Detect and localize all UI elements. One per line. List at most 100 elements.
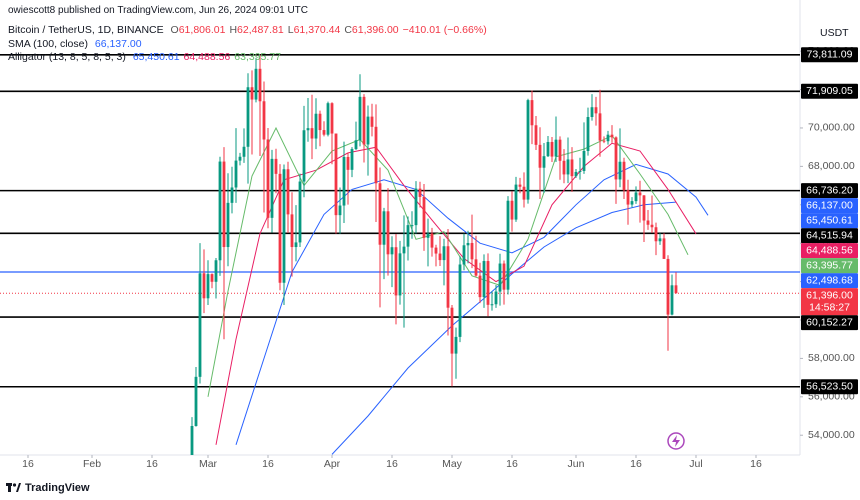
candle-body xyxy=(562,160,566,175)
candle-body xyxy=(242,146,246,157)
candle-body xyxy=(438,253,442,261)
candle-body xyxy=(198,273,202,377)
price-label: 64,515.94 xyxy=(806,229,853,241)
candle-body xyxy=(246,87,250,147)
candle-body xyxy=(218,161,222,261)
ohlc-key: O xyxy=(170,24,179,36)
indicator-name: Alligator (13, 8, 5, 8, 5, 3) xyxy=(8,51,126,63)
indicator-name: SMA (100, close) xyxy=(8,38,88,50)
candle-body xyxy=(658,238,662,242)
candle-body xyxy=(406,225,410,247)
candle-body xyxy=(606,134,610,142)
x-tick-label: May xyxy=(442,458,463,470)
candle-body xyxy=(314,113,318,139)
candle-body xyxy=(634,192,638,202)
ohlc-key: L xyxy=(287,24,294,36)
candle-body xyxy=(286,169,290,215)
price-label: 73,811.09 xyxy=(807,49,853,61)
x-tick-label: 16 xyxy=(750,458,762,470)
candle-body xyxy=(478,275,482,298)
candle-body xyxy=(530,100,534,126)
candle-body xyxy=(202,273,206,299)
candle-body xyxy=(238,156,242,161)
candle-body xyxy=(630,201,634,205)
candle-body xyxy=(470,242,474,260)
candle-body xyxy=(310,128,314,139)
candle-body xyxy=(274,158,278,174)
candle-body xyxy=(674,285,678,294)
y-tick-label: 58,000.00 xyxy=(808,352,855,364)
candle-body xyxy=(418,188,422,197)
indicator-value: 64,488.56 xyxy=(183,51,231,63)
candle-body xyxy=(254,68,258,100)
candle-body xyxy=(618,161,622,180)
candle-body xyxy=(578,170,582,172)
candle-body xyxy=(398,253,402,296)
brand: TradingView xyxy=(25,482,90,494)
candle-body xyxy=(414,188,418,226)
candle-body xyxy=(370,116,374,127)
candle-body xyxy=(626,190,630,205)
indicator-line xyxy=(235,163,709,445)
price-label: 71,909.05 xyxy=(806,85,853,97)
candle-body xyxy=(482,261,486,298)
price-label: 56,523.50 xyxy=(806,381,853,393)
candle-body xyxy=(346,156,350,170)
price-label-box xyxy=(801,198,858,214)
candle-body xyxy=(234,160,238,188)
candle-body xyxy=(386,211,390,255)
candle-body xyxy=(358,96,362,141)
price-label-box xyxy=(801,315,858,331)
candle-body xyxy=(442,246,446,261)
candle-body xyxy=(494,291,498,305)
candle-body xyxy=(402,246,406,254)
change: −410.01 (−0.66%) xyxy=(402,24,487,36)
candle-body xyxy=(378,183,382,245)
candle-body xyxy=(318,113,322,131)
price-label-box xyxy=(801,83,858,99)
candle-body xyxy=(670,285,674,315)
candle-body xyxy=(326,103,330,135)
candle-body xyxy=(338,205,342,216)
candle-body xyxy=(646,220,650,225)
brand-logo xyxy=(6,483,21,492)
candle-body xyxy=(574,171,578,177)
price-label: 63,395.77 xyxy=(806,259,853,271)
currency: USDT xyxy=(820,27,849,39)
x-tick-label: 16 xyxy=(146,458,158,470)
x-tick-label: 16 xyxy=(506,458,518,470)
candle-body xyxy=(210,274,214,282)
price-label-box xyxy=(801,288,858,316)
candle-body xyxy=(290,214,294,248)
candle-body xyxy=(342,156,346,206)
candle-body xyxy=(362,96,366,145)
y-tick-label: 54,000.00 xyxy=(808,429,855,441)
candle-body xyxy=(566,159,570,175)
candle-body xyxy=(638,192,642,196)
indicator-value: 65,450.61 xyxy=(132,51,180,63)
candle-body xyxy=(554,139,558,157)
candle-body xyxy=(306,128,310,131)
candle-body xyxy=(354,140,358,150)
ohlc-value: 61,806.01 xyxy=(178,24,226,36)
candle-body xyxy=(330,103,334,134)
price-label-box xyxy=(801,213,858,229)
candle-body xyxy=(222,161,226,248)
candle-body xyxy=(258,68,262,102)
candle-body xyxy=(622,161,626,191)
x-tick-label: Jun xyxy=(568,458,585,470)
candle-body xyxy=(610,134,614,138)
ohlc-key: C xyxy=(344,24,352,36)
publisher: owiescott8 published on TradingView.com,… xyxy=(8,5,308,16)
x-tick-label: 16 xyxy=(630,458,642,470)
price-label: 14:58:27 xyxy=(809,301,850,313)
candle-body xyxy=(538,144,542,168)
x-tick-label: 16 xyxy=(22,458,34,470)
candle-body xyxy=(570,159,574,177)
alert-icon[interactable] xyxy=(667,432,685,450)
ohlc-value: 62,487.81 xyxy=(237,24,284,36)
candle-body xyxy=(426,233,430,238)
price-label: 64,488.56 xyxy=(806,244,853,256)
symbol-legend: Bitcoin / TetherUS, 1D, BINANCE O61,806.… xyxy=(8,24,491,36)
